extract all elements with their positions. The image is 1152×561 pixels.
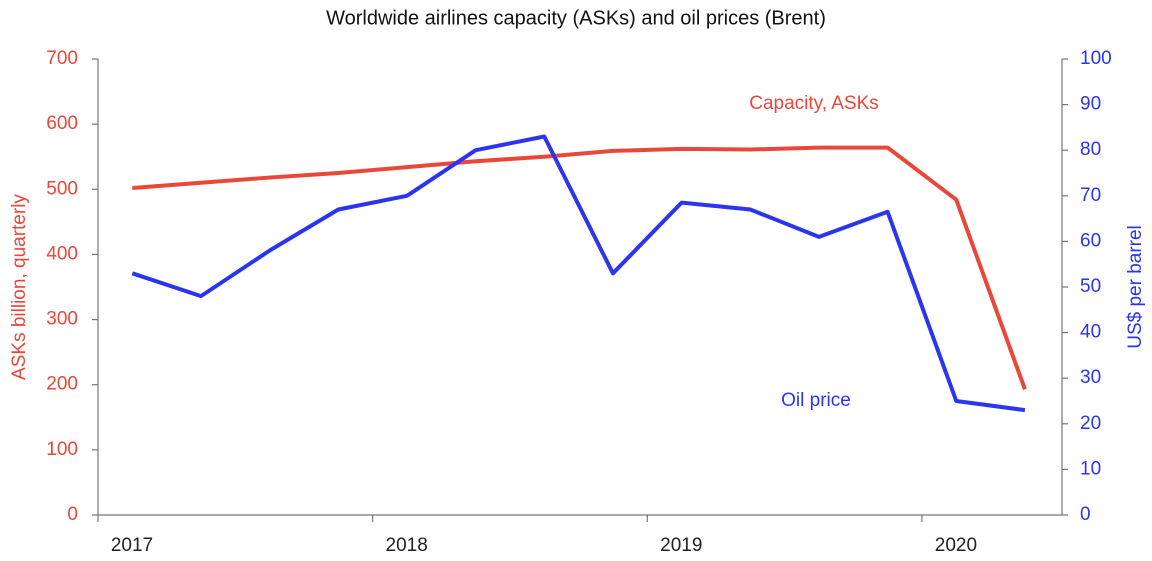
x-tick-label: 2017 — [111, 535, 153, 556]
series-line — [131, 134, 1026, 413]
x-tick-label: 2018 — [386, 535, 428, 556]
y2-tick-label: 70 — [1080, 185, 1101, 206]
y-tick-label: 300 — [46, 309, 78, 330]
y2-tick-label: 0 — [1080, 504, 1091, 525]
y2-axis-label: US$ per barrel — [1125, 225, 1146, 349]
y2-tick-label: 50 — [1080, 276, 1101, 297]
series-line — [132, 145, 1027, 390]
y-tick-label: 400 — [46, 243, 78, 264]
chart-title: Worldwide airlines capacity (ASKs) and o… — [326, 7, 826, 29]
x-tick-label: 2020 — [935, 535, 977, 556]
y-tick-label: 100 — [46, 439, 78, 460]
y-tick-label: 200 — [46, 374, 78, 395]
y2-tick-label: 100 — [1080, 48, 1112, 69]
y-tick-label: 0 — [67, 504, 78, 525]
y2-tick-label: 60 — [1080, 230, 1101, 251]
x-tick-label: 2019 — [660, 535, 702, 556]
y-tick-label: 500 — [46, 178, 78, 199]
series-label: Oil price — [781, 390, 851, 411]
series-label: Capacity, ASKs — [749, 93, 879, 114]
y2-tick-label: 10 — [1080, 458, 1101, 479]
y2-tick-label: 30 — [1080, 367, 1101, 388]
y2-tick-label: 20 — [1080, 413, 1101, 434]
y-tick-label: 700 — [46, 48, 78, 69]
y-axis-label: ASKs billion, quarterly — [9, 194, 30, 380]
y2-tick-label: 40 — [1080, 322, 1101, 343]
y2-tick-label: 80 — [1080, 139, 1101, 160]
y2-tick-label: 90 — [1080, 94, 1101, 115]
y-tick-label: 600 — [46, 113, 78, 134]
